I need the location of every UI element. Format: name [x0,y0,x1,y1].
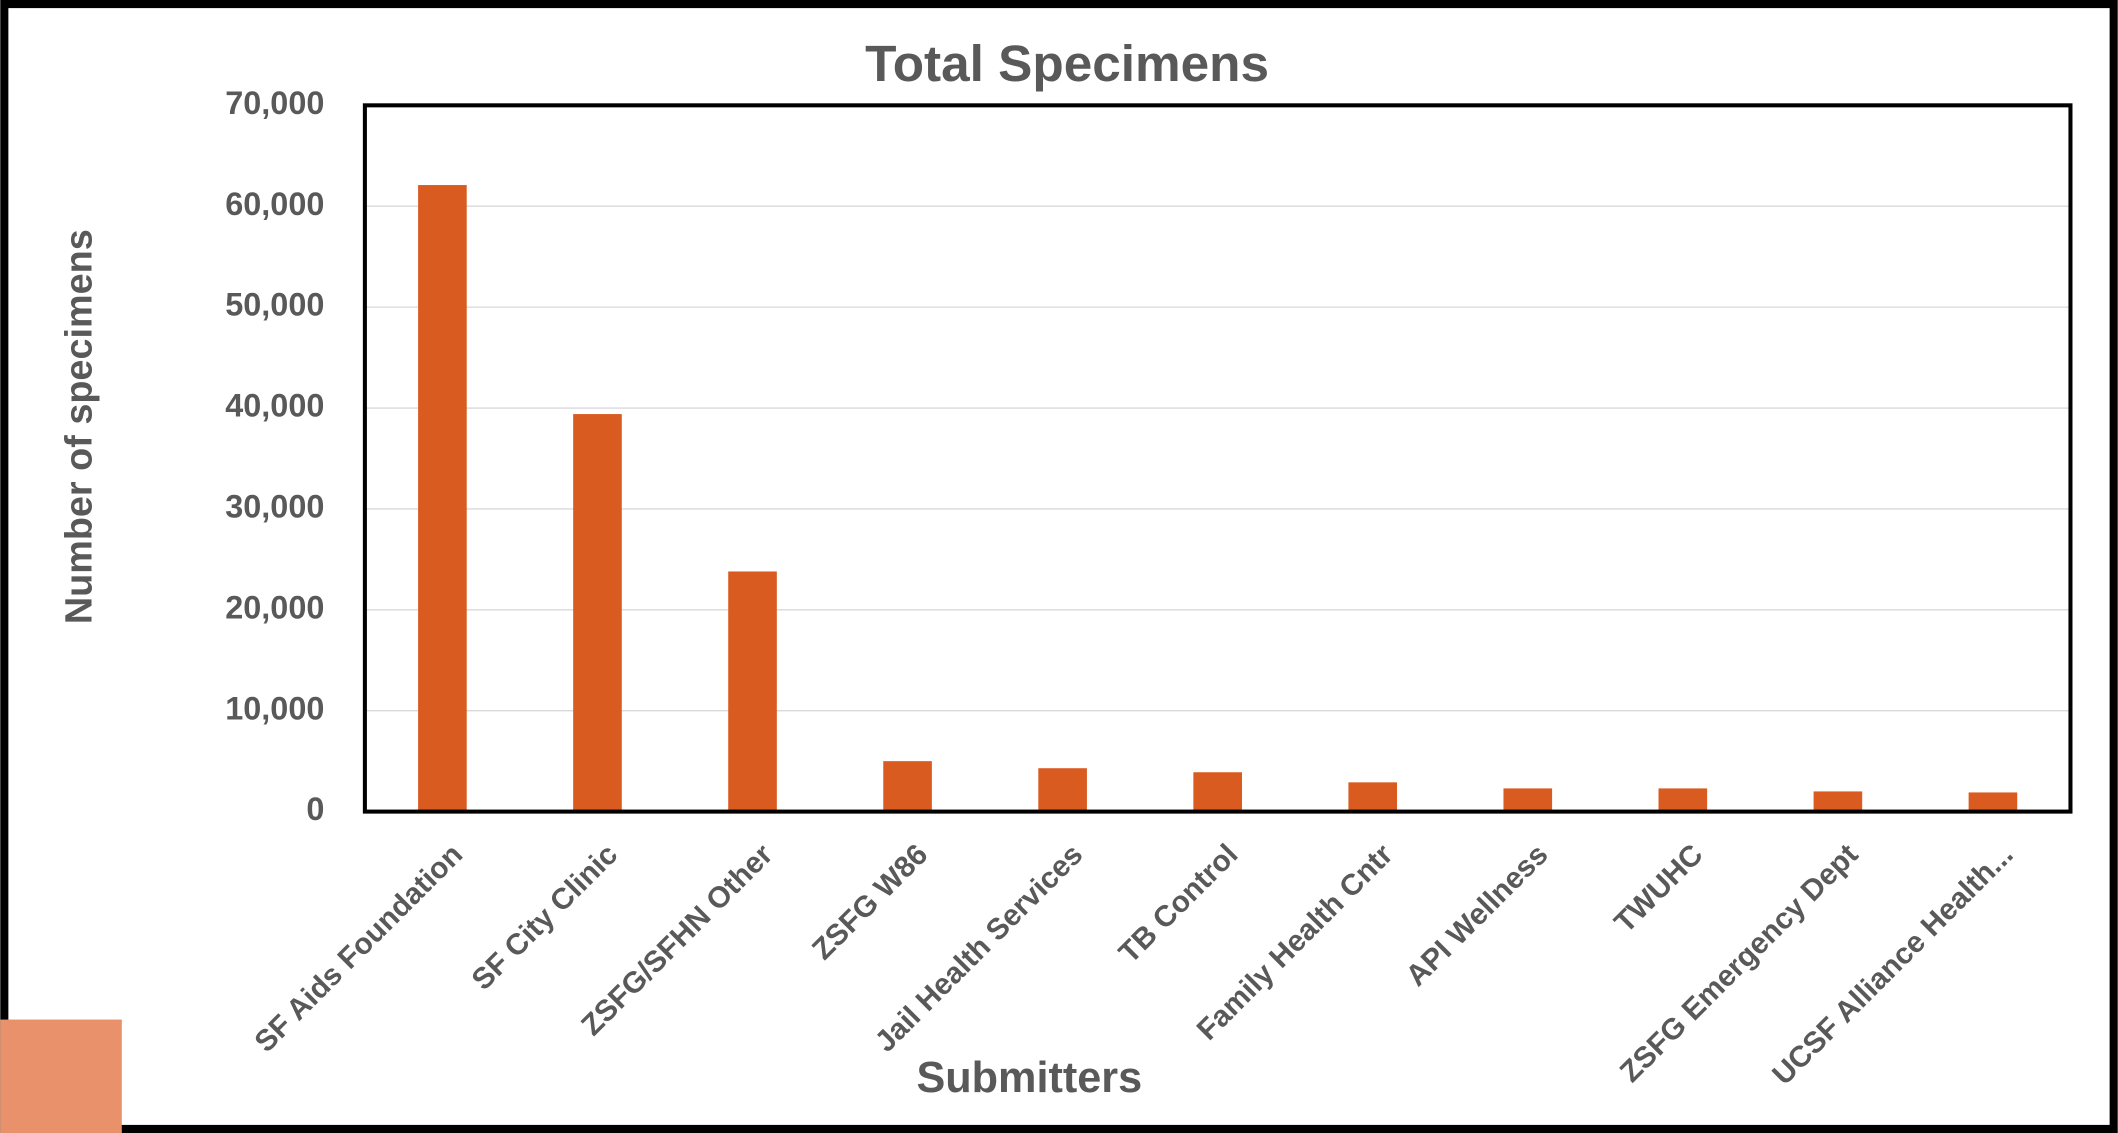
x-axis-label: Submitters [916,1054,1142,1102]
bar [1813,791,1863,812]
bar [573,414,622,812]
plot-border [362,103,2073,814]
bar [1658,788,1708,812]
x-tick-label: API Wellness [1400,838,1555,993]
y-tick-label: 60,000 [225,186,324,222]
y-tick-label: 30,000 [225,488,324,524]
bar [883,761,932,812]
x-tick-label: SF City Clinic [466,838,625,997]
bar [1503,788,1553,812]
x-tick-label: ZSFG W86 [806,838,934,966]
bar [418,185,467,812]
bar [1038,768,1087,812]
decor-square [0,1019,122,1133]
x-tick-label: TB Control [1113,838,1245,970]
y-tick-label: 20,000 [225,589,324,625]
x-tick-label: SF Aids Foundation [248,838,469,1059]
bar [1348,782,1398,812]
bar [1193,772,1242,812]
bar [1968,792,2018,812]
y-axis-label: Number of specimens [58,229,100,624]
y-tick-label: 10,000 [225,690,324,726]
x-tick-label: TWUHC [1608,838,1709,939]
y-tick-label: 0 [306,791,324,827]
chart-title: Total Specimens [865,35,1269,92]
y-tick-label: 40,000 [225,388,324,424]
y-tick-label: 70,000 [225,85,324,121]
y-tick-label: 50,000 [225,287,324,323]
bar [728,571,777,812]
